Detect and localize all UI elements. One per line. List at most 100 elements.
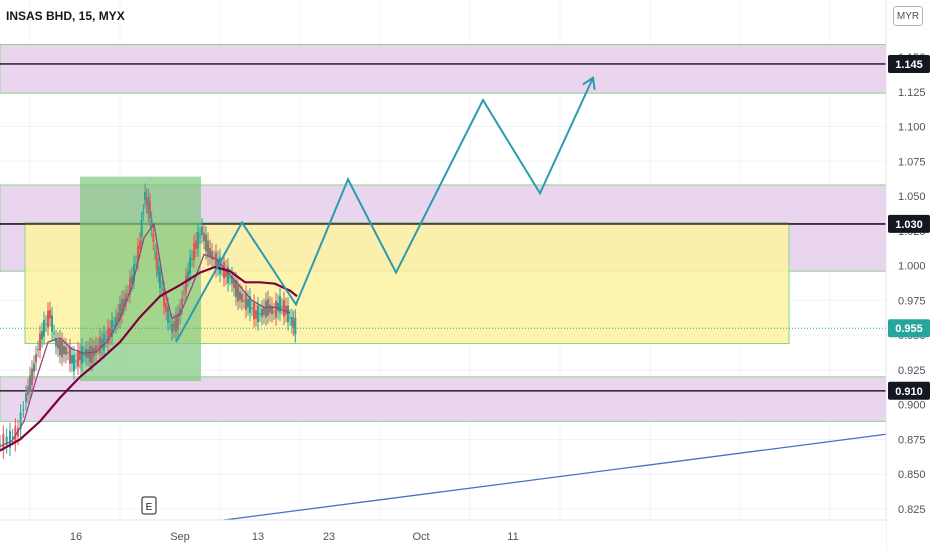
candle-body: [251, 307, 253, 309]
candle-body: [183, 293, 185, 295]
candle-body: [243, 300, 245, 302]
candle-body: [27, 386, 29, 395]
candle-body: [163, 289, 165, 307]
candle-body: [135, 263, 137, 265]
candle-body: [5, 436, 8, 446]
ma-slow-line: [0, 265, 298, 452]
candle-body: [145, 196, 148, 205]
price-axis[interactable]: 1.1501.1251.1001.0751.0501.0251.0000.975…: [885, 0, 932, 550]
candle-body: [167, 305, 169, 323]
candle-body: [241, 293, 243, 303]
zone-rect: [0, 43, 887, 94]
candle-body: [279, 296, 281, 313]
candle-body: [53, 332, 55, 334]
x-tick-label: 13: [252, 531, 264, 543]
candle-body: [111, 320, 113, 338]
price-label: 1.145: [895, 59, 923, 71]
price-label-box: [888, 319, 930, 338]
price-label-box: [888, 381, 930, 400]
candle-body: [247, 298, 249, 308]
trendline: [179, 427, 932, 527]
candle-body: [33, 363, 35, 372]
price-axis-bg: [886, 0, 932, 550]
candle-body: [39, 333, 41, 351]
projection-arrowhead: [582, 76, 596, 90]
ma-fast-line: [0, 222, 291, 448]
candle-body: [211, 251, 213, 260]
candle-body: [177, 312, 179, 330]
candle-body: [95, 344, 97, 354]
y-tick-label: 1.050: [898, 191, 926, 203]
candle-body: [73, 354, 75, 372]
candle-body: [273, 311, 275, 313]
candle-body: [89, 345, 91, 363]
candle-body: [71, 355, 73, 364]
y-tick-label: 0.825: [898, 504, 926, 516]
candle-body: [147, 197, 150, 214]
candle-body: [59, 338, 61, 356]
candle-body: [257, 305, 259, 323]
candle-body: [203, 232, 205, 242]
candle-body: [144, 191, 146, 201]
candle-body: [35, 354, 37, 363]
candle-body: [37, 349, 39, 351]
candle-body: [179, 307, 181, 317]
candle-body: [285, 305, 287, 315]
candle-body: [195, 240, 197, 249]
candle-body: [19, 412, 22, 430]
event-marker-box: [141, 496, 157, 515]
candle-body: [235, 280, 237, 298]
candle-body: [69, 347, 71, 364]
candle-body: [101, 339, 103, 348]
price-label-box: [888, 54, 930, 73]
y-tick-label: 1.100: [898, 122, 926, 134]
candle-body: [31, 368, 33, 386]
candle-body: [191, 258, 193, 260]
candle-body: [11, 437, 14, 439]
candle-body: [117, 312, 119, 321]
candle-body: [43, 319, 45, 337]
candle-body: [67, 351, 69, 353]
candle-body: [289, 317, 291, 319]
candle-body: [57, 340, 59, 349]
candle-body: [187, 270, 189, 280]
candle-body: [41, 330, 43, 340]
candle-body: [51, 315, 53, 332]
candle-body: [239, 291, 241, 300]
price-label: 0.955: [895, 323, 923, 335]
candle-body: [149, 201, 151, 219]
candle-body: [105, 338, 107, 340]
candle-body: [123, 298, 125, 307]
candle-body: [249, 296, 251, 313]
candle-body: [189, 257, 191, 274]
candle-body: [139, 240, 141, 249]
candle-body: [277, 302, 279, 312]
symbol-title[interactable]: INSAS BHD, 15, MYX: [6, 9, 125, 23]
candle-body: [107, 327, 109, 344]
candle-body: [25, 393, 27, 402]
candle-body: [131, 275, 133, 284]
candle-body: [165, 303, 167, 312]
candle-body: [275, 300, 277, 318]
candle-body: [137, 245, 139, 263]
candle-body: [159, 271, 161, 288]
time-axis[interactable]: 16 Sep 13 23 Oct 11: [0, 519, 886, 550]
candle-body: [291, 317, 293, 326]
candle-body: [79, 351, 81, 361]
candle-body: [261, 308, 263, 318]
candle-body: [87, 349, 89, 358]
time-axis-bg: [0, 520, 886, 550]
x-tick-label: 23: [323, 531, 335, 543]
candle-body: [287, 305, 289, 323]
candle-body: [259, 313, 261, 315]
candle-body: [109, 328, 111, 337]
currency-button[interactable]: MYR: [893, 6, 923, 26]
price-series: [0, 183, 298, 459]
candle-body: [133, 264, 135, 281]
candle-body: [9, 431, 11, 448]
candle-body: [29, 375, 31, 393]
event-marker-label: E: [146, 502, 153, 513]
y-tick-label: 1.125: [898, 87, 926, 99]
candle-body: [269, 304, 271, 313]
